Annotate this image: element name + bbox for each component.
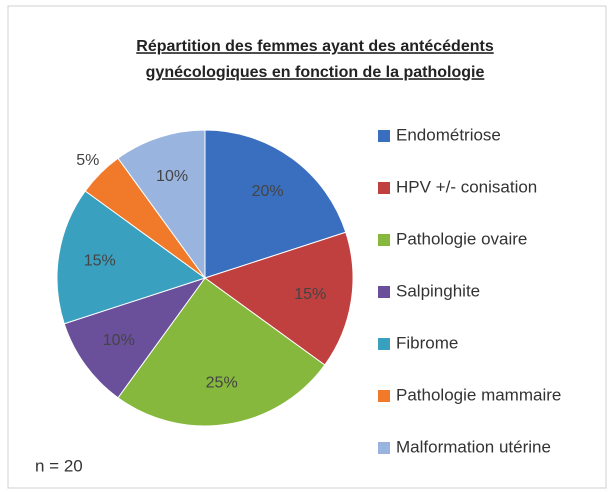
legend-label: Pathologie mammaire xyxy=(396,385,561,404)
legend-label: Endométriose xyxy=(396,125,501,144)
data-label: 15% xyxy=(294,286,326,303)
pie-slice xyxy=(56,190,207,325)
legend-swatch xyxy=(378,338,390,350)
data-label: 25% xyxy=(206,374,238,391)
legend-label: Fibrome xyxy=(396,333,458,352)
legend-swatch xyxy=(378,286,390,298)
chart-title: Répartition des femmes ayant des antécéd… xyxy=(136,38,494,55)
legend-label: HPV +/- conisation xyxy=(396,177,537,196)
pie-slice xyxy=(203,231,354,366)
pie-slice xyxy=(117,277,326,427)
pie-slice xyxy=(117,129,206,280)
legend-label: Salpinghite xyxy=(396,281,480,300)
chart-frame xyxy=(7,5,607,489)
data-label: 20% xyxy=(252,183,284,200)
data-label: 10% xyxy=(156,168,188,185)
pie-slice xyxy=(204,129,347,279)
legend-label: Pathologie ovaire xyxy=(396,229,527,248)
legend-swatch xyxy=(378,234,390,246)
legend-label: Malformation utérine xyxy=(396,437,551,456)
data-label: 10% xyxy=(103,332,135,349)
pie-slice xyxy=(63,277,207,399)
annotation: n = 20 xyxy=(35,456,83,475)
data-label: 5% xyxy=(76,152,99,169)
chart-title: gynécologiques en fonction de la patholo… xyxy=(146,64,485,81)
legend-swatch xyxy=(378,390,390,402)
legend-swatch xyxy=(378,442,390,454)
data-label: 15% xyxy=(84,253,116,270)
legend-swatch xyxy=(378,130,390,142)
legend-swatch xyxy=(378,182,390,194)
